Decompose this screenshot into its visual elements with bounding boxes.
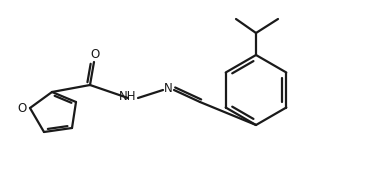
Text: N: N: [164, 83, 172, 96]
Text: NH: NH: [119, 90, 137, 103]
Text: O: O: [17, 102, 26, 115]
Text: O: O: [90, 49, 99, 61]
